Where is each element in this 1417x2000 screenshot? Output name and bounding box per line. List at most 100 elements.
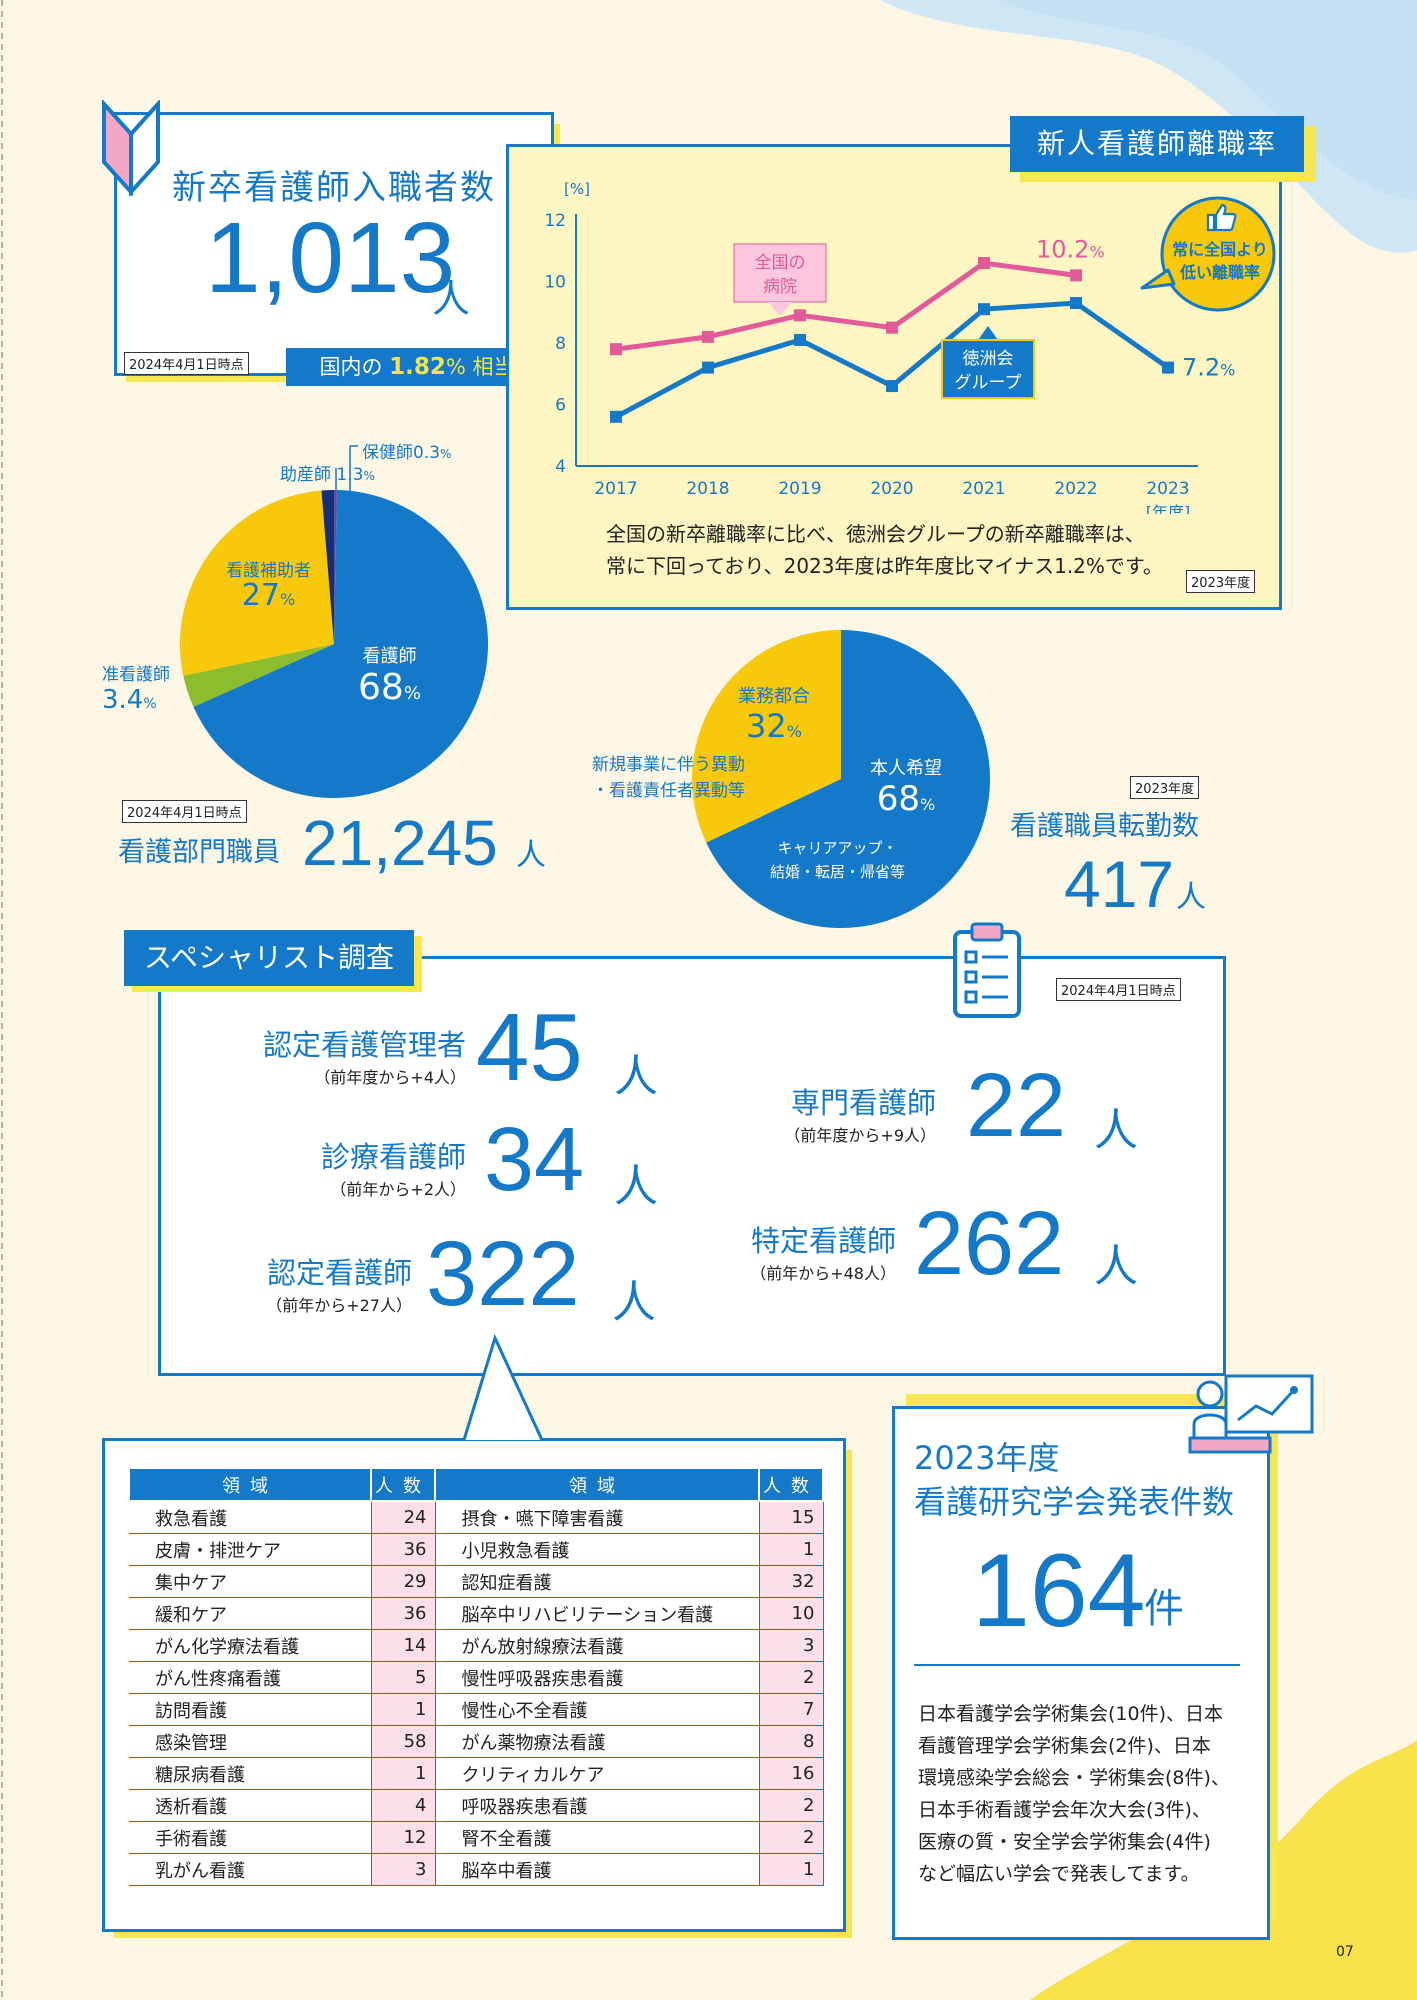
- svg-text:グループ: グループ: [955, 373, 1022, 393]
- table-head-count-1: 人数: [370, 1467, 436, 1502]
- y-unit-label: [%]: [564, 180, 590, 198]
- x-tick-label: 2017: [594, 479, 637, 499]
- specialist-unit-cn: 人: [612, 1277, 656, 1328]
- y-tick-label: 6: [555, 396, 566, 416]
- research-title: 2023年度 看護研究学会発表件数: [914, 1439, 1235, 1521]
- series-point-1: [1162, 361, 1174, 374]
- turnover-line-chart: [%] 4 6 8 10 12 2017 2018 2019 2020 2021 2022 2023 [年…: [544, 180, 1235, 514]
- specialist-value-cnm: 45: [476, 994, 583, 1101]
- research-desc-line: 日本手術看護学会年次大会(3件)、: [918, 1799, 1211, 1821]
- research-unit: 件: [1144, 1586, 1184, 1632]
- series-point-1: [610, 410, 622, 423]
- table-count-cell: 32: [758, 1565, 824, 1598]
- turnover-as-of: 2023年度: [1186, 570, 1256, 593]
- bubble-shape: [1140, 196, 1276, 312]
- table-field-cell: 慢性心不全看護: [435, 1693, 759, 1726]
- table-head-count-2: 人数: [758, 1467, 824, 1502]
- thumbs-up-icon: [1206, 203, 1237, 232]
- specialty-table: 領域 人数 領域 人数 救急看護 24 摂食・嚥下障害看護 15 皮膚・排泄ケア 36 小児…: [128, 1467, 824, 1886]
- x-tick-label: 2023: [1146, 479, 1189, 499]
- series-point-1: [978, 303, 990, 316]
- table-count-cell: 1: [758, 1533, 824, 1566]
- work-label: 業務都合 32%: [738, 686, 810, 745]
- y-tick-label: 4: [555, 457, 566, 477]
- table-field-cell: 摂食・嚥下障害看護: [435, 1501, 759, 1534]
- table-row: 手術看護 12 腎不全看護 2: [129, 1821, 824, 1854]
- table-row: 集中ケア 29 認知症看護 32: [129, 1565, 824, 1598]
- new-grad-title: 新卒看護師入職者数: [172, 168, 496, 208]
- specialist-unit-np: 人: [614, 1161, 658, 1212]
- table-count-cell: 2: [758, 1661, 824, 1694]
- table-row: 乳がん看護 3 脳卒中看護 1: [129, 1853, 824, 1886]
- table-count-cell: 2: [758, 1789, 824, 1822]
- note-suffix: % 相当: [445, 355, 515, 379]
- new-grad-as-of: 2024年4月1日時点: [124, 352, 249, 375]
- table-head-field-1: 領域: [128, 1467, 372, 1502]
- table-field-cell: 脳卒中リハビリテーション看護: [435, 1597, 759, 1630]
- note-value: 1.82: [389, 354, 446, 380]
- turnover-card: [506, 144, 1282, 610]
- pie-slice-1: [183, 644, 334, 707]
- research-value: 164: [972, 1533, 1146, 1649]
- table-row: 感染管理 58 がん薬物療法看護 8: [129, 1725, 824, 1758]
- bubble-line2: 低い離職率: [1179, 263, 1260, 282]
- table-field-cell: 小児救急看護: [435, 1533, 759, 1566]
- x-tick-label: 2021: [962, 479, 1005, 499]
- table-field-cell: がん放射線療法看護: [435, 1629, 759, 1662]
- x-tick-label: 2018: [686, 479, 729, 499]
- table-count-cell: 58: [370, 1725, 436, 1758]
- table-row: がん性疼痛看護 5 慢性呼吸器疾患看護 2: [129, 1661, 824, 1694]
- series-line-0: [615, 260, 1077, 352]
- specialist-item-cnm: 認定看護管理者 （前年度から+4人）: [262, 1028, 466, 1087]
- table-field-cell: 慢性呼吸器疾患看護: [435, 1661, 759, 1694]
- specialist-value-sn: 262: [914, 1194, 1065, 1294]
- self-sub: キャリアアップ・ 結婚・転居・帰省等: [770, 839, 906, 881]
- specialist-item-sn: 特定看護師 （前年から+48人）: [750, 1224, 896, 1283]
- aide-label: 看護補助者 27%: [226, 561, 311, 613]
- table-field-cell: 皮膚・排泄ケア: [129, 1533, 371, 1566]
- specialist-card: [158, 956, 1226, 1376]
- table-count-cell: 3: [370, 1853, 436, 1886]
- table-field-cell: がん性疼痛看護: [129, 1661, 371, 1694]
- specialist-value-np: 34: [484, 1110, 585, 1210]
- table-count-cell: 7: [758, 1693, 824, 1726]
- research-desc-line: など幅広い学会で発表してます。: [918, 1863, 1200, 1885]
- table-row: がん化学療法看護 14 がん放射線療法看護 3: [129, 1629, 824, 1662]
- table-field-cell: 腎不全看護: [435, 1821, 759, 1854]
- table-count-cell: 5: [370, 1661, 436, 1694]
- specialist-item-cn: 認定看護師 （前年から+27人）: [266, 1256, 412, 1315]
- research-card: [892, 1406, 1270, 1940]
- transfer-unit: 人: [1176, 880, 1206, 915]
- specialist-as-of: 2024年4月1日時点: [1056, 978, 1181, 1001]
- series-line-1: [614, 300, 1170, 420]
- presentation-icon: [1188, 1374, 1314, 1454]
- research-divider: [914, 1664, 1240, 1666]
- research-desc-line: 環境感染学会総会・学術集会(8件)、: [918, 1767, 1230, 1789]
- staff-pie-chart: [180, 490, 488, 798]
- research-description: 日本看護学会学術集会(10件)、日本 看護管理学会学術集会(2件)、日本 環境感染学…: [918, 1698, 1230, 1890]
- staff-title: 看護部門職員: [118, 837, 280, 868]
- table-count-cell: 16: [758, 1757, 824, 1790]
- desc-line2: 常に下回っており、2023年度は昨年度比マイナス1.2%です。: [606, 554, 1163, 578]
- bubble-line1: 常に全国より: [1172, 240, 1268, 259]
- svg-text:徳洲会: 徳洲会: [963, 349, 1014, 369]
- group-last-value: 7.2%: [1182, 354, 1235, 382]
- clipboard-icon: [953, 922, 1021, 1018]
- series-point-0: [610, 343, 622, 356]
- note-prefix: 国内の: [319, 355, 383, 379]
- table-row: 糖尿病看護 1 クリティカルケア 16: [129, 1757, 824, 1790]
- specialist-unit-sn: 人: [1094, 1241, 1138, 1292]
- pie-slice-2: [180, 490, 334, 676]
- table-field-cell: 訪問看護: [129, 1693, 371, 1726]
- svg-text:全国の: 全国の: [755, 253, 806, 273]
- table-count-cell: 15: [758, 1501, 824, 1534]
- series-point-1: [702, 361, 714, 374]
- series-point-0: [702, 330, 714, 343]
- new-grad-note: 国内の 1.82% 相当: [286, 348, 548, 386]
- transfer-as-of: 2023年度: [1130, 776, 1200, 799]
- table-field-cell: 乳がん看護: [129, 1853, 371, 1886]
- research-desc-line: 日本看護学会学術集会(10件)、日本: [918, 1703, 1224, 1725]
- specialty-table-wrap: 領域 人数 領域 人数 救急看護 24 摂食・嚥下障害看護 15 皮膚・排泄ケア 36 小児…: [128, 1467, 824, 1886]
- table-count-cell: 4: [370, 1789, 436, 1822]
- table-count-cell: 12: [370, 1821, 436, 1854]
